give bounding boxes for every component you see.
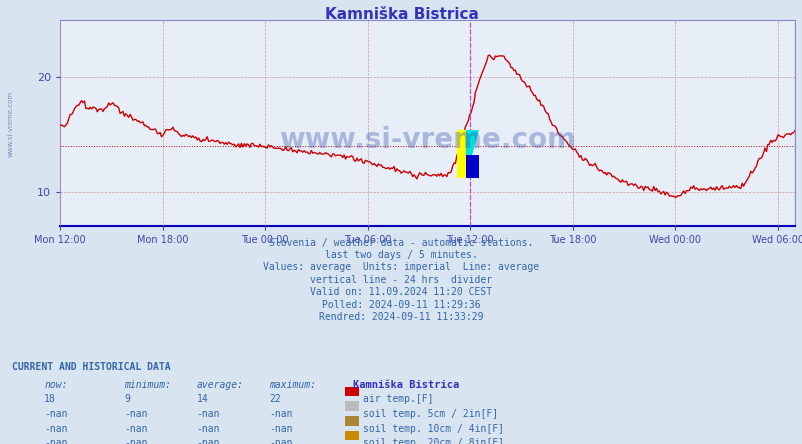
Text: 14: 14 xyxy=(196,394,209,404)
Text: Kamniška Bistrica: Kamniška Bistrica xyxy=(353,380,459,390)
Text: 9: 9 xyxy=(124,394,130,404)
Text: soil temp. 10cm / 4in[F]: soil temp. 10cm / 4in[F] xyxy=(363,424,504,434)
Text: CURRENT AND HISTORICAL DATA: CURRENT AND HISTORICAL DATA xyxy=(12,362,171,372)
Text: Kamniška Bistrica: Kamniška Bistrica xyxy=(324,7,478,22)
Text: www.si-vreme.com: www.si-vreme.com xyxy=(279,126,575,154)
Text: now:: now: xyxy=(44,380,67,390)
Text: 18: 18 xyxy=(44,394,56,404)
Text: 22: 22 xyxy=(269,394,281,404)
Text: -nan: -nan xyxy=(196,438,220,444)
Text: Values: average  Units: imperial  Line: average: Values: average Units: imperial Line: av… xyxy=(263,262,539,273)
Text: -nan: -nan xyxy=(44,438,67,444)
Text: maximum:: maximum: xyxy=(269,380,316,390)
Text: -nan: -nan xyxy=(269,424,292,434)
Text: Slovenia / weather data - automatic stations.: Slovenia / weather data - automatic stat… xyxy=(269,238,533,248)
Polygon shape xyxy=(465,130,478,178)
Text: -nan: -nan xyxy=(269,438,292,444)
Text: -nan: -nan xyxy=(124,438,148,444)
Text: -nan: -nan xyxy=(44,409,67,419)
Text: Polled: 2024-09-11 11:29:36: Polled: 2024-09-11 11:29:36 xyxy=(322,300,480,310)
Text: www.si-vreme.com: www.si-vreme.com xyxy=(7,91,14,157)
Text: -nan: -nan xyxy=(196,409,220,419)
Text: average:: average: xyxy=(196,380,244,390)
Text: minimum:: minimum: xyxy=(124,380,172,390)
Text: -nan: -nan xyxy=(124,409,148,419)
Text: soil temp. 5cm / 2in[F]: soil temp. 5cm / 2in[F] xyxy=(363,409,497,419)
Text: -nan: -nan xyxy=(44,424,67,434)
Text: Rendred: 2024-09-11 11:33:29: Rendred: 2024-09-11 11:33:29 xyxy=(319,312,483,322)
Text: Valid on: 11.09.2024 11:20 CEST: Valid on: 11.09.2024 11:20 CEST xyxy=(310,287,492,297)
Bar xyxy=(456,130,465,178)
Text: air temp.[F]: air temp.[F] xyxy=(363,394,433,404)
Text: -nan: -nan xyxy=(269,409,292,419)
Text: vertical line - 24 hrs  divider: vertical line - 24 hrs divider xyxy=(310,275,492,285)
Text: -nan: -nan xyxy=(196,424,220,434)
Bar xyxy=(465,155,478,178)
Text: last two days / 5 minutes.: last two days / 5 minutes. xyxy=(325,250,477,260)
Text: soil temp. 20cm / 8in[F]: soil temp. 20cm / 8in[F] xyxy=(363,438,504,444)
Text: -nan: -nan xyxy=(124,424,148,434)
